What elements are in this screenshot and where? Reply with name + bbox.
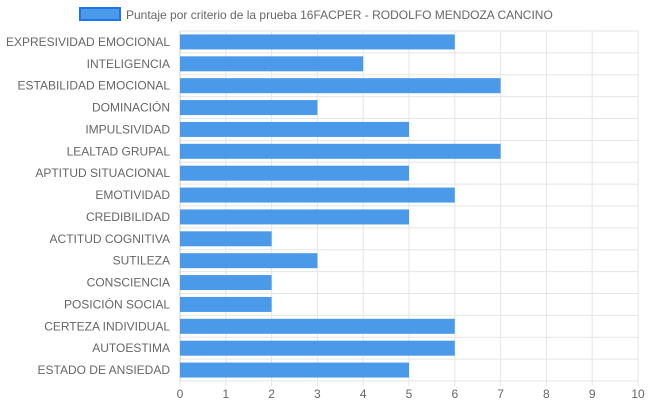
- bar[interactable]: [180, 209, 409, 225]
- x-tick-label: 9: [589, 387, 596, 401]
- x-tick-label: 8: [543, 387, 550, 401]
- bar[interactable]: [180, 143, 501, 159]
- bar[interactable]: [180, 253, 318, 269]
- bar[interactable]: [180, 362, 409, 378]
- category-label: ESTADO DE ANSIEDAD: [38, 363, 171, 377]
- bar[interactable]: [180, 78, 501, 94]
- bar[interactable]: [180, 56, 364, 72]
- x-tick-label: 5: [406, 387, 413, 401]
- category-label: APTITUD SITUACIONAL: [35, 166, 170, 180]
- x-tick-label: 10: [631, 387, 645, 401]
- bar[interactable]: [180, 100, 318, 116]
- category-label: EXPRESIVIDAD EMOCIONAL: [6, 35, 170, 49]
- category-label: INTELIGENCIA: [87, 57, 170, 71]
- bars: [180, 34, 501, 378]
- category-labels: EXPRESIVIDAD EMOCIONAL INTELIGENCIA ESTABI…: [6, 35, 170, 377]
- category-label: ESTABILIDAD EMOCIONAL: [18, 79, 171, 93]
- category-label: IMPULSIVIDAD: [85, 122, 170, 136]
- x-axis-ticks: 0 1 2 3 4 5 6 7 8 9 10: [177, 381, 645, 401]
- x-tick-label: 3: [314, 387, 321, 401]
- category-label: EMOTIVIDAD: [95, 188, 170, 202]
- category-label: AUTOESTIMA: [92, 341, 170, 355]
- bar[interactable]: [180, 296, 272, 312]
- bar[interactable]: [180, 275, 272, 291]
- category-label: CERTEZA INDIVIDUAL: [44, 319, 170, 333]
- legend-swatch[interactable]: [79, 7, 121, 21]
- legend[interactable]: Puntaje por criterio de la prueba 16FACP…: [79, 7, 553, 22]
- category-label: LEALTAD GRUPAL: [67, 144, 171, 158]
- bar[interactable]: [180, 318, 455, 334]
- bar[interactable]: [180, 231, 272, 247]
- x-tick-label: 0: [177, 387, 184, 401]
- category-label: SUTILEZA: [113, 254, 170, 268]
- category-label: POSICIÓN SOCIAL: [64, 296, 170, 311]
- bar[interactable]: [180, 187, 455, 203]
- bar[interactable]: [180, 121, 409, 137]
- x-tick-label: 4: [360, 387, 367, 401]
- bar[interactable]: [180, 34, 455, 50]
- x-tick-label: 2: [268, 387, 275, 401]
- x-tick-label: 1: [222, 387, 229, 401]
- x-tick-label: 7: [497, 387, 504, 401]
- category-label: DOMINACIÓN: [92, 100, 170, 115]
- category-label: CREDIBILIDAD: [86, 210, 170, 224]
- category-label: CONSCIENCIA: [87, 276, 170, 290]
- bar[interactable]: [180, 165, 409, 181]
- bar[interactable]: [180, 340, 455, 356]
- x-tick-label: 6: [451, 387, 458, 401]
- category-label: ACTITUD COGNITIVA: [50, 232, 170, 246]
- legend-label[interactable]: Puntaje por criterio de la prueba 16FACP…: [126, 8, 553, 22]
